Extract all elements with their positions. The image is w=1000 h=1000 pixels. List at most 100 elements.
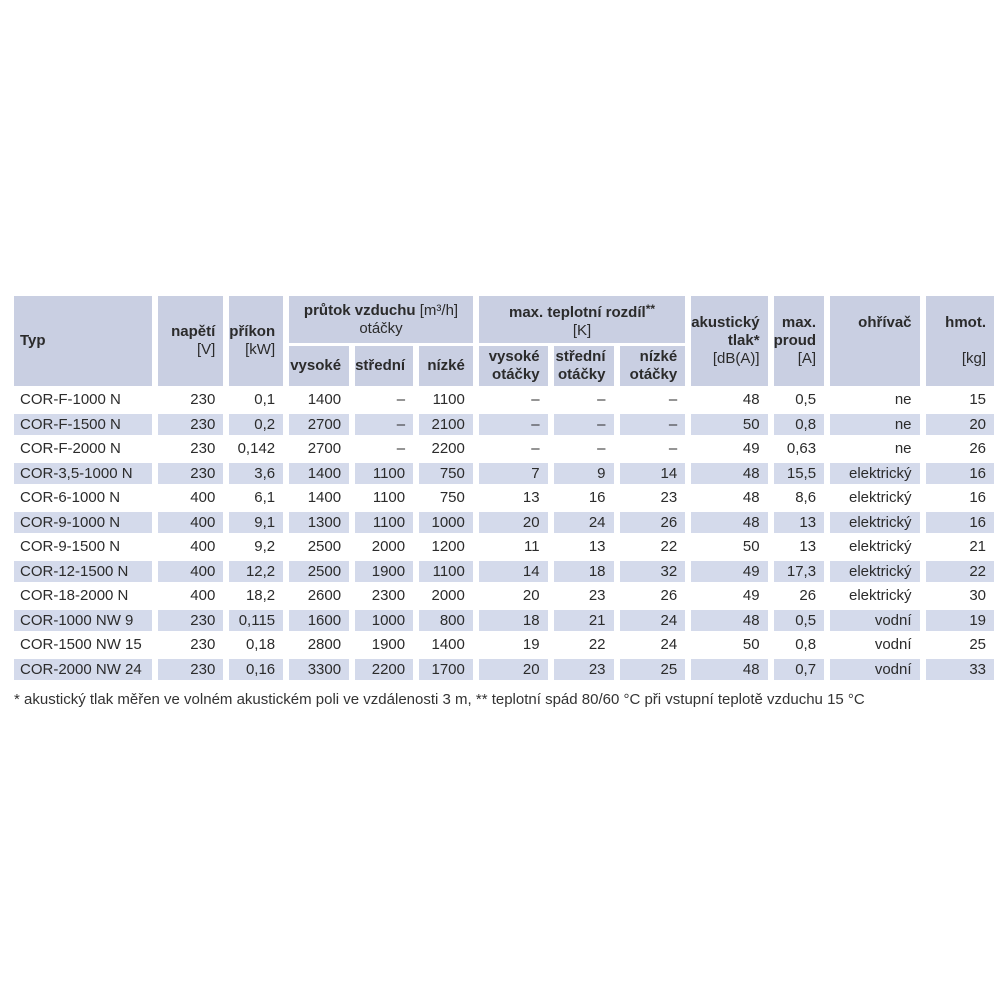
cell-db: 48 bbox=[691, 389, 768, 411]
cell-tn: 32 bbox=[619, 560, 686, 582]
cell-typ: COR-6-1000 N bbox=[14, 487, 152, 509]
header-teplotni-title: max. teplotní rozdíl bbox=[509, 303, 646, 321]
table-row: COR-18-2000 N 400 18,2 2600 2300 2000 20 23 26 49… bbox=[14, 585, 994, 607]
cell-a: 13 bbox=[773, 536, 825, 558]
cell-heater: ne bbox=[830, 413, 920, 435]
cell-v: 2700 bbox=[289, 413, 350, 435]
header-napeti-label: napětí bbox=[171, 323, 216, 340]
cell-napeti: 230 bbox=[157, 413, 224, 435]
cell-s: 1900 bbox=[355, 560, 414, 582]
table-header: Typ napětí [V] příkon [kW] průtok vzduch… bbox=[14, 296, 994, 386]
cell-heater: vodní bbox=[830, 634, 920, 656]
cell-prikon: 9,2 bbox=[229, 536, 284, 558]
table-row: COR-F-1000 N 230 0,1 1400–1100– – –48 0,5 ne 15 bbox=[14, 389, 994, 411]
table-body: COR-F-1000 N 230 0,1 1400–1100– – –48 0,5 ne 15 C… bbox=[14, 389, 994, 680]
cell-kg: 30 bbox=[925, 585, 994, 607]
cell-ts: 9 bbox=[553, 462, 614, 484]
header-ohrivac: ohřívač bbox=[830, 296, 920, 386]
cell-typ: COR-F-2000 N bbox=[14, 438, 152, 460]
cell-a: 0,5 bbox=[773, 389, 825, 411]
cell-napeti: 400 bbox=[157, 560, 224, 582]
spec-table-wrap: Typ napětí [V] příkon [kW] průtok vzduch… bbox=[8, 293, 1000, 683]
header-teplotni-stars: ** bbox=[645, 301, 656, 316]
cell-v: 1600 bbox=[289, 609, 350, 631]
cell-prikon: 0,1 bbox=[229, 389, 284, 411]
cell-prikon: 18,2 bbox=[229, 585, 284, 607]
cell-tv: 14 bbox=[478, 560, 548, 582]
cell-tv: 20 bbox=[478, 511, 548, 533]
cell-tn: 24 bbox=[619, 634, 686, 656]
cell-heater: vodní bbox=[830, 609, 920, 631]
cell-napeti: 400 bbox=[157, 585, 224, 607]
cell-heater: elektrický bbox=[830, 585, 920, 607]
cell-s: 2000 bbox=[355, 536, 414, 558]
table-row: COR-1000 NW 9 230 0,115 1600 1000 800 18 21 24 48… bbox=[14, 609, 994, 631]
cell-a: 0,8 bbox=[773, 413, 825, 435]
cell-typ: COR-18-2000 N bbox=[14, 585, 152, 607]
cell-heater: elektrický bbox=[830, 536, 920, 558]
cell-tv: 18 bbox=[478, 609, 548, 631]
cell-napeti: 400 bbox=[157, 511, 224, 533]
cell-tn: 26 bbox=[619, 511, 686, 533]
table-row: COR-1500 NW 15 230 0,18 2800 1900 1400 19 22 24 5… bbox=[14, 634, 994, 656]
header-prutok-group: průtok vzduchu [m³/h] otáčky bbox=[289, 296, 473, 343]
header-prutok-unit: [m³/h] bbox=[419, 301, 459, 319]
cell-a: 8,6 bbox=[773, 487, 825, 509]
cell-s: – bbox=[355, 413, 414, 435]
subheader-temp-high-l1: vysoké bbox=[488, 348, 540, 365]
subheader-flow-high: vysoké bbox=[289, 346, 350, 386]
table-row: COR-3,5-1000 N 230 3,6 1400 1100 750 7 9 14 48 15,… bbox=[14, 462, 994, 484]
cell-v: 2500 bbox=[289, 536, 350, 558]
cell-ts: – bbox=[553, 413, 614, 435]
cell-napeti: 230 bbox=[157, 609, 224, 631]
table-row: COR-9-1000 N 400 9,1 1300 1100 1000 20 24 26 48 13… bbox=[14, 511, 994, 533]
cell-n: 2100 bbox=[419, 413, 473, 435]
cell-v: 1300 bbox=[289, 511, 350, 533]
cell-n: 1100 bbox=[419, 389, 473, 411]
header-hmot-unit: [kg] bbox=[961, 350, 986, 367]
cell-typ: COR-12-1500 N bbox=[14, 560, 152, 582]
subheader-temp-mid: střední otáčky bbox=[553, 346, 614, 386]
cell-ts: 23 bbox=[553, 585, 614, 607]
cell-kg: 22 bbox=[925, 560, 994, 582]
cell-tn: 24 bbox=[619, 609, 686, 631]
header-proud-l2: proud bbox=[773, 332, 817, 349]
cell-ts: – bbox=[553, 389, 614, 411]
cell-napeti: 230 bbox=[157, 438, 224, 460]
cell-napeti: 230 bbox=[157, 462, 224, 484]
cell-tn: – bbox=[619, 389, 686, 411]
cell-s: – bbox=[355, 438, 414, 460]
cell-n: 1100 bbox=[419, 560, 473, 582]
cell-v: 3300 bbox=[289, 658, 350, 680]
subheader-flow-mid: střední bbox=[355, 346, 414, 386]
cell-tn: 22 bbox=[619, 536, 686, 558]
subheader-temp-low-l2: otáčky bbox=[629, 366, 678, 383]
cell-typ: COR-1000 NW 9 bbox=[14, 609, 152, 631]
cell-tn: 23 bbox=[619, 487, 686, 509]
cell-kg: 16 bbox=[925, 511, 994, 533]
cell-kg: 25 bbox=[925, 634, 994, 656]
cell-ts: 16 bbox=[553, 487, 614, 509]
header-prikon-label: příkon bbox=[229, 323, 276, 340]
subheader-temp-low-l1: nízké bbox=[639, 348, 678, 365]
cell-tv: – bbox=[478, 389, 548, 411]
header-proud-l1: max. bbox=[781, 314, 817, 331]
header-proud-unit: [A] bbox=[797, 350, 817, 367]
cell-tn: – bbox=[619, 438, 686, 460]
cell-heater: elektrický bbox=[830, 511, 920, 533]
header-akusticky-l2: tlak* bbox=[727, 332, 760, 349]
cell-typ: COR-9-1000 N bbox=[14, 511, 152, 533]
cell-v: 2700 bbox=[289, 438, 350, 460]
cell-a: 15,5 bbox=[773, 462, 825, 484]
cell-prikon: 0,16 bbox=[229, 658, 284, 680]
table-row: COR-F-1500 N 230 0,2 2700–2100– – –50 0,8 ne 20 bbox=[14, 413, 994, 435]
cell-s: 2200 bbox=[355, 658, 414, 680]
header-prutok-title: průtok vzduchu bbox=[303, 301, 416, 319]
cell-prikon: 0,142 bbox=[229, 438, 284, 460]
cell-ts: 18 bbox=[553, 560, 614, 582]
cell-napeti: 400 bbox=[157, 536, 224, 558]
cell-tn: 14 bbox=[619, 462, 686, 484]
header-hmot: hmot. [kg] bbox=[925, 296, 994, 386]
subheader-temp-mid-l1: střední bbox=[555, 348, 606, 365]
cell-db: 49 bbox=[691, 560, 768, 582]
